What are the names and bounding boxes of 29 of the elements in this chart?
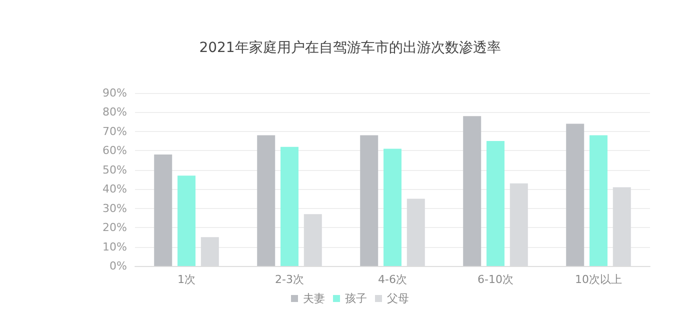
y-tick-label: 70% [102, 124, 127, 138]
chart-title: 2021年家庭用户在自驾游车市的出游次数渗透率 [199, 40, 501, 56]
y-tick-label: 10% [102, 240, 127, 254]
bar [384, 148, 402, 266]
x-tick-label: 4-6次 [378, 273, 407, 286]
x-tick-label: 1次 [178, 273, 196, 286]
legend-label: 孩子 [345, 292, 367, 305]
y-tick-label: 0% [110, 260, 127, 272]
y-tick-label: 60% [102, 144, 127, 158]
x-tick-label: 2-3次 [275, 273, 304, 286]
bar [280, 146, 298, 266]
bar [463, 116, 482, 266]
y-tick-label: 20% [102, 221, 127, 234]
bar [178, 176, 196, 266]
bar [566, 124, 584, 266]
legend-label: 父母 [387, 292, 409, 305]
y-tick-label: 90% [102, 86, 127, 100]
x-tick-label: 10次以上 [575, 273, 622, 286]
legend-label: 夫妻 [303, 292, 325, 305]
bar [360, 135, 378, 266]
bar [590, 135, 608, 266]
x-tick-label: 6-10次 [478, 273, 514, 286]
y-tick-label: 40% [102, 182, 127, 196]
bar [257, 135, 276, 266]
y-tick-label: 50% [102, 163, 127, 176]
y-tick-label: 30% [102, 202, 127, 215]
bar [154, 154, 172, 266]
bar [486, 141, 504, 266]
y-tick-label: 80% [102, 106, 127, 119]
